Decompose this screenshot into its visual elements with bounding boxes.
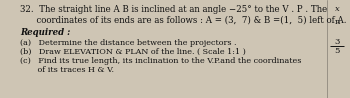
Text: 3: 3 — [334, 38, 340, 46]
Text: coordinates of its ends are as follows : A = (3,  7) & B =(1,  5) left of A.: coordinates of its ends are as follows :… — [20, 16, 346, 25]
Text: Required :: Required : — [20, 28, 70, 37]
Text: of its traces H & V.: of its traces H & V. — [20, 66, 114, 74]
Text: n: n — [334, 18, 340, 26]
Text: (c)   Find its true length, its inclination to the V.P.and the coordinates: (c) Find its true length, its inclinatio… — [20, 57, 301, 65]
Text: 5: 5 — [334, 47, 340, 55]
Text: x: x — [335, 5, 339, 13]
Text: 32.  The straight line A B is inclined at an angle −25° to the V . P . The: 32. The straight line A B is inclined at… — [20, 5, 327, 14]
Text: (a)   Determine the distance between the projectors .: (a) Determine the distance between the p… — [20, 39, 237, 47]
Text: (b)   Draw ELEVATION & PLAN of the line. ( Scale 1:1 ): (b) Draw ELEVATION & PLAN of the line. (… — [20, 48, 246, 56]
